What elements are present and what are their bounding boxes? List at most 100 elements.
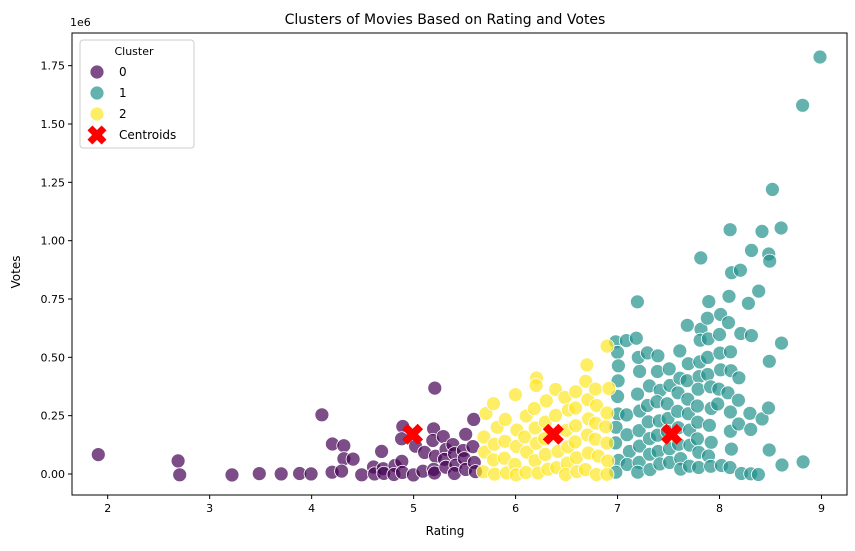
data-point-cluster-1 — [700, 310, 715, 326]
data-point-cluster-1 — [742, 405, 758, 421]
data-point-cluster-0 — [374, 443, 390, 459]
points-layer — [90, 49, 828, 483]
data-point-cluster-1 — [812, 49, 828, 65]
data-point-cluster-2 — [578, 373, 594, 389]
data-point-cluster-1 — [619, 407, 634, 423]
data-point-cluster-1 — [733, 262, 748, 278]
legend-label: 2 — [119, 107, 127, 121]
centroid-marker — [542, 423, 564, 445]
legend-label: 0 — [119, 65, 127, 79]
data-point-cluster-1 — [773, 220, 789, 236]
data-point-cluster-1 — [611, 358, 626, 374]
legend-title: Cluster — [114, 45, 154, 58]
legend: Cluster 0 1 2 Centroids — [79, 39, 195, 149]
data-point-cluster-2 — [568, 418, 583, 434]
x-tick-label: 3 — [206, 502, 213, 515]
data-point-cluster-2 — [538, 393, 554, 409]
axes-layer: 2 3 4 5 6 7 8 9 0.00 0.25 0.50 0.75 1.00 1.25 1.50 1.75 — [41, 32, 848, 515]
data-point-cluster-0 — [224, 467, 240, 483]
data-point-cluster-1 — [795, 454, 811, 470]
data-point-cluster-1 — [630, 464, 646, 480]
data-point-cluster-2 — [588, 381, 603, 397]
data-point-cluster-1 — [723, 344, 738, 360]
data-point-cluster-1 — [703, 434, 719, 450]
data-point-cluster-2 — [517, 429, 532, 445]
y-axis-label: Votes — [9, 256, 23, 289]
data-point-cluster-1 — [774, 335, 789, 351]
data-point-cluster-1 — [700, 349, 715, 365]
data-point-cluster-1 — [650, 348, 666, 364]
data-point-cluster-0 — [427, 380, 443, 396]
data-point-cluster-2 — [579, 357, 595, 373]
x-axis-label: Rating — [426, 524, 465, 538]
plot-frame — [71, 32, 848, 496]
data-point-cluster-1 — [744, 328, 759, 344]
x-tick-label: 6 — [512, 502, 519, 515]
data-point-cluster-1 — [761, 353, 777, 369]
data-point-cluster-2 — [476, 429, 492, 445]
data-point-cluster-0 — [303, 466, 319, 482]
y-tick-label: 0.75 — [41, 293, 66, 306]
y-tick-label: 1.00 — [41, 235, 66, 248]
data-point-cluster-1 — [774, 457, 790, 473]
y-tick-label: 1.75 — [41, 60, 66, 73]
data-point-cluster-1 — [720, 385, 736, 401]
data-point-cluster-1 — [722, 222, 738, 238]
data-point-cluster-2 — [568, 384, 584, 400]
data-point-cluster-1 — [731, 370, 747, 386]
data-point-cluster-1 — [754, 223, 770, 239]
data-point-cluster-1 — [690, 381, 706, 397]
data-point-cluster-1 — [754, 411, 770, 427]
centroid-marker — [402, 423, 424, 445]
data-point-cluster-1 — [712, 327, 727, 342]
x-tick-label: 9 — [818, 502, 825, 515]
legend-marker-centroids — [87, 125, 107, 145]
data-point-cluster-2 — [567, 434, 583, 450]
data-point-cluster-0 — [273, 466, 289, 482]
data-point-cluster-1 — [741, 295, 756, 311]
x-tick-label: 5 — [410, 502, 417, 515]
data-point-cluster-0 — [354, 467, 370, 483]
data-point-cluster-1 — [731, 416, 746, 432]
data-point-cluster-1 — [724, 441, 739, 457]
y-tick-label: 0.25 — [41, 410, 66, 423]
data-point-cluster-1 — [632, 363, 647, 379]
data-point-cluster-1 — [795, 97, 810, 113]
data-point-cluster-2 — [478, 406, 494, 421]
data-point-cluster-1 — [751, 283, 767, 299]
data-point-cluster-1 — [690, 431, 705, 447]
data-point-cluster-2 — [601, 380, 617, 396]
data-point-cluster-2 — [526, 401, 542, 416]
data-point-cluster-0 — [172, 467, 188, 483]
data-point-cluster-1 — [661, 361, 677, 377]
data-point-cluster-1 — [628, 330, 644, 346]
data-point-cluster-2 — [548, 407, 563, 423]
data-point-cluster-2 — [538, 446, 553, 462]
x-tick-label: 4 — [308, 502, 315, 515]
data-point-cluster-1 — [765, 181, 780, 197]
y-tick-label: 0.50 — [41, 351, 66, 364]
x-tick-label: 7 — [614, 502, 621, 515]
y-offset-label: 1e6 — [70, 16, 91, 29]
data-point-cluster-1 — [693, 250, 709, 266]
data-point-cluster-1 — [761, 442, 777, 458]
x-tick-label: 8 — [716, 502, 723, 515]
data-point-cluster-2 — [599, 338, 615, 354]
data-point-cluster-1 — [630, 386, 645, 402]
legend-box — [79, 39, 195, 149]
data-point-cluster-2 — [497, 411, 513, 427]
data-point-cluster-2 — [598, 419, 614, 435]
data-point-cluster-1 — [721, 288, 737, 304]
legend-label: Centroids — [119, 128, 176, 142]
x-tick-label: 2 — [104, 502, 111, 515]
data-point-cluster-1 — [761, 400, 776, 416]
data-point-cluster-0 — [90, 447, 106, 463]
data-point-cluster-1 — [743, 421, 759, 437]
data-point-cluster-2 — [599, 405, 615, 421]
data-point-cluster-2 — [599, 435, 615, 451]
data-point-cluster-1 — [632, 438, 647, 454]
data-point-cluster-2 — [486, 396, 501, 412]
data-point-cluster-0 — [345, 451, 361, 467]
